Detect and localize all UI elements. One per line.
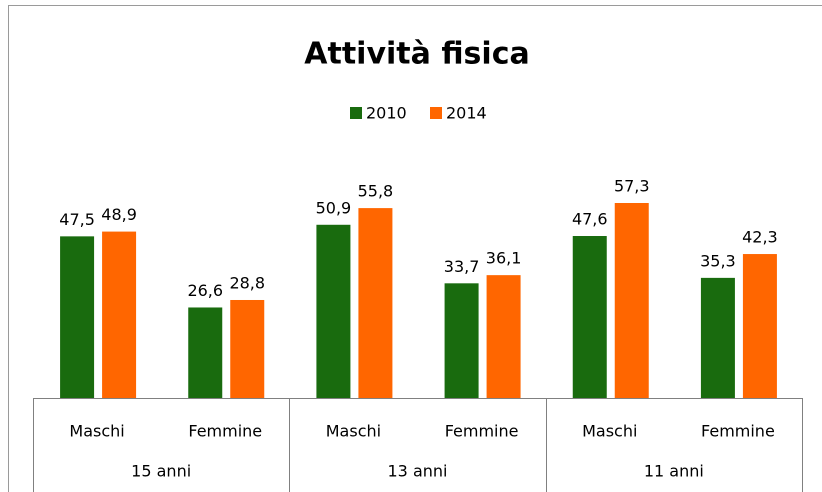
bar	[572, 236, 607, 398]
bar	[60, 236, 95, 398]
bar	[316, 224, 351, 398]
bar	[230, 299, 265, 398]
data-label: 35,3	[700, 251, 736, 270]
x-tick-label: Maschi	[582, 422, 637, 441]
x-tick-label: Femmine	[701, 422, 775, 441]
legend-label: 2010	[366, 104, 407, 123]
x-tick-label: Maschi	[326, 422, 381, 441]
data-label: 57,3	[614, 177, 650, 196]
data-label: 48,9	[101, 205, 137, 224]
data-label: 47,5	[59, 210, 95, 229]
data-label: 47,6	[572, 210, 608, 229]
chart-border	[8, 5, 822, 492]
data-label: 28,8	[229, 273, 265, 292]
bar	[188, 307, 223, 398]
data-label: 26,6	[187, 281, 223, 300]
group-label: 11 anni	[644, 462, 704, 481]
data-label: 55,8	[358, 182, 394, 201]
legend-swatch	[350, 107, 362, 119]
bar	[444, 283, 479, 398]
chart-title: Attività fisica	[304, 37, 529, 72]
legend-label: 2014	[446, 104, 487, 123]
data-label: 50,9	[316, 198, 352, 217]
legend-swatch	[430, 107, 442, 119]
bar	[614, 203, 649, 398]
group-label: 13 anni	[388, 462, 448, 481]
bar	[358, 208, 393, 398]
x-tick-label: Maschi	[69, 422, 124, 441]
bar	[742, 254, 777, 398]
data-label: 33,7	[444, 257, 480, 276]
bar	[486, 275, 521, 398]
bar	[102, 231, 137, 398]
group-label: 15 anni	[131, 462, 191, 481]
x-tick-label: Femmine	[188, 422, 262, 441]
bar	[700, 277, 735, 398]
data-label: 42,3	[742, 228, 778, 247]
data-label: 36,1	[486, 249, 522, 268]
x-tick-label: Femmine	[445, 422, 519, 441]
